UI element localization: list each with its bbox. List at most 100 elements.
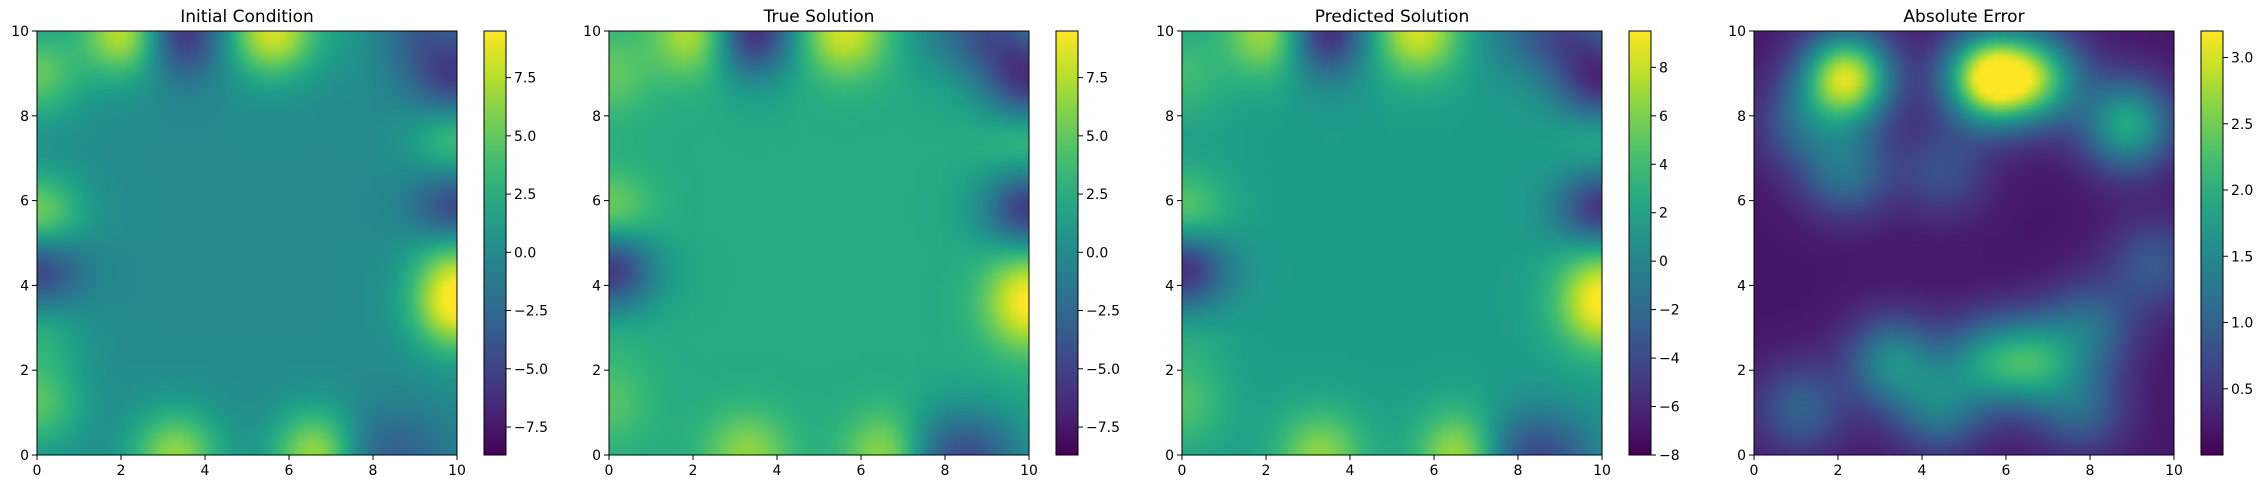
x-tick-label: 8 [2086,463,2095,479]
colorbar-tick-label: 2.0 [2231,183,2253,199]
colorbar-tick-label: −7.5 [514,420,548,436]
y-tick-label: 4 [1165,278,1174,294]
colorbar-tick-label: 4 [1659,157,1668,173]
y-tick-label: 4 [592,278,601,294]
x-tick-label: 4 [1918,463,1927,479]
chart-title: True Solution [763,7,875,27]
colorbar-tick-label: 0.0 [1086,245,1108,261]
plot-frame [36,30,458,456]
colorbar-tick-label: 5.0 [1086,129,1108,145]
heatmap-image [37,31,457,455]
colorbar-tick-label: 8 [1659,60,1668,76]
y-tick-label: 8 [20,109,29,125]
y-tick-label: 6 [1165,194,1174,210]
colorbar-tick-label: 0.0 [514,245,536,261]
x-tick-label: 10 [1593,463,1611,479]
colorbar-tick-label: 2.5 [1086,187,1108,203]
colorbar-tick-label: −8 [1659,448,1680,464]
colorbar [1055,30,1079,456]
colorbar-tick-label: 2.5 [2231,117,2253,133]
x-tick-label: 0 [33,463,42,479]
colorbar-tick-label: 5.0 [514,129,536,145]
x-tick-label: 4 [773,463,782,479]
x-tick-label: 8 [1514,463,1523,479]
x-tick-label: 2 [117,463,126,479]
heatmap-image [1182,31,1602,455]
heatmap-svg: Absolute Error 0 2 4 6 8 10 0 2 4 6 8 10 0.5 1.0 1.5 2.0… [1728,7,2253,479]
y-tick-label: 10 [11,24,29,40]
x-tick-label: 6 [1430,463,1439,479]
y-tick-label: 4 [20,278,29,294]
y-tick-label: 0 [20,448,29,464]
x-tick-label: 10 [1020,463,1038,479]
colorbar-tick-label: 2.5 [514,187,536,203]
colorbar-tick-label: 1.0 [2231,316,2253,332]
colorbar-tick-label: −2 [1659,303,1680,319]
y-tick-label: 6 [592,194,601,210]
x-tick-label: 0 [1750,463,1759,479]
y-tick-label: 0 [1737,448,1746,464]
y-tick-label: 8 [592,109,601,125]
colorbar-tick-label: 7.5 [1086,71,1108,87]
colorbar-tick-label: 0.5 [2231,382,2253,398]
colorbar-tick-label: −4 [1659,351,1680,367]
chart-title: Absolute Error [1903,7,2024,27]
x-tick-label: 4 [201,463,210,479]
y-tick-label: 6 [1737,194,1746,210]
x-tick-label: 6 [285,463,294,479]
colorbar [2200,30,2224,456]
x-tick-label: 6 [857,463,866,479]
colorbar-tick-label: 7.5 [514,71,536,87]
y-tick-label: 4 [1737,278,1746,294]
x-tick-label: 8 [369,463,378,479]
y-tick-label: 2 [1165,363,1174,379]
x-tick-label: 2 [1834,463,1843,479]
plot-frame [608,30,1030,456]
x-tick-label: 6 [2002,463,2011,479]
y-tick-label: 8 [1737,109,1746,125]
heatmap-image [1754,31,2174,455]
colorbar-tick-label: 0 [1659,254,1668,270]
y-tick-label: 2 [20,363,29,379]
colorbar-tick-label: −6 [1659,400,1680,416]
y-tick-label: 0 [1165,448,1174,464]
x-tick-label: 4 [1346,463,1355,479]
x-tick-label: 0 [605,463,614,479]
panel-initial-condition: Initial Condition 0 2 4 6 8 10 0 2 4 6 8 10 −7.5 −5.0 −… [0,0,566,490]
colorbar-tick-label: 1.5 [2231,249,2253,265]
colorbar-tick-label: 6 [1659,109,1668,125]
y-tick-label: 2 [1737,363,1746,379]
heatmap-svg: True Solution 0 2 4 6 8 10 0 2 4 6 8 10 −7.5 −5.0 −2.5 0… [583,7,1120,479]
y-tick-label: 0 [592,448,601,464]
colorbar [483,30,507,456]
x-tick-label: 10 [448,463,466,479]
colorbar-tick-label: 3.0 [2231,51,2253,67]
plot-frame [1181,30,1603,456]
panel-predicted-solution: Predicted Solution 0 2 4 6 8 10 0 2 4 6 8 10 −8 −6 −4 −2… [1145,0,1711,490]
y-tick-label: 10 [1156,24,1174,40]
y-tick-label: 2 [592,363,601,379]
colorbar-tick-label: −2.5 [514,304,548,320]
chart-title: Initial Condition [180,7,314,27]
y-tick-label: 8 [1165,109,1174,125]
x-tick-label: 2 [689,463,698,479]
y-tick-label: 10 [583,24,601,40]
y-tick-label: 6 [20,194,29,210]
heatmap-svg: Initial Condition 0 2 4 6 8 10 0 2 4 6 8 10 −7.5 −5.0 −… [11,7,548,479]
x-tick-label: 2 [1262,463,1271,479]
x-tick-label: 0 [1178,463,1187,479]
panel-true-solution: True Solution 0 2 4 6 8 10 0 2 4 6 8 10 −7.5 −5.0 −2.5 0… [572,0,1138,490]
colorbar-tick-label: 2 [1659,206,1668,222]
heatmap-svg: Predicted Solution 0 2 4 6 8 10 0 2 4 6 8 10 −8 −6 −4 −2… [1156,7,1680,479]
y-tick-label: 10 [1728,24,1746,40]
colorbar [1628,30,1652,456]
plot-frame [1753,30,2175,456]
chart-title: Predicted Solution [1315,7,1469,27]
x-tick-label: 8 [941,463,950,479]
colorbar-tick-label: −2.5 [1086,304,1120,320]
colorbar-tick-label: −7.5 [1086,420,1120,436]
x-tick-label: 10 [2165,463,2183,479]
heatmap-image [609,31,1029,455]
colorbar-tick-label: −5.0 [514,362,548,378]
panel-absolute-error: Absolute Error 0 2 4 6 8 10 0 2 4 6 8 10 0.5 1.0 1.5 2.0… [1717,0,2264,490]
